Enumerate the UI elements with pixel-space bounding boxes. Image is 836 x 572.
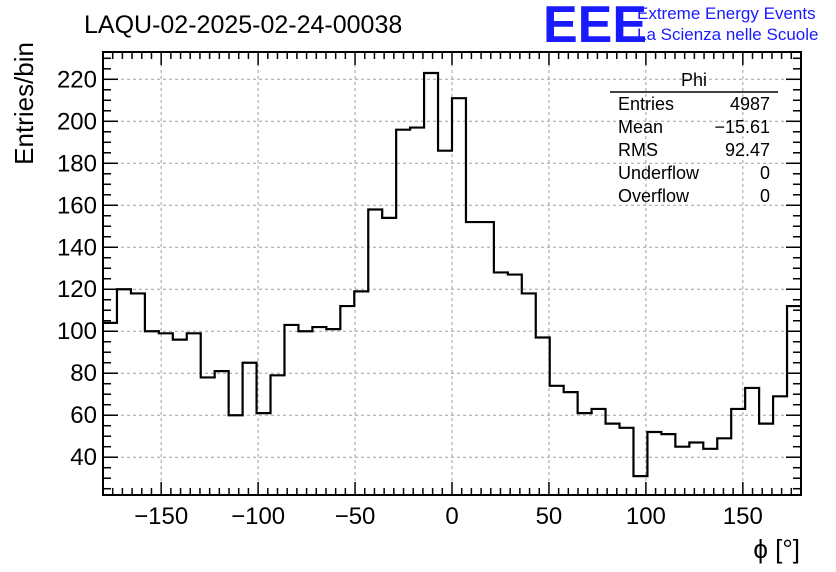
stats-value: 0	[760, 163, 770, 183]
stats-value: 92.47	[725, 140, 770, 160]
logo-mark: EEE	[543, 0, 647, 54]
y-tick-label: 40	[70, 444, 97, 471]
stats-label: Underflow	[618, 163, 700, 183]
chart-title: LAQU-02-2025-02-24-00038	[84, 11, 402, 39]
y-tick-label: 220	[57, 66, 97, 93]
x-axis-title: ϕ [°]	[753, 534, 800, 564]
stats-label: RMS	[618, 140, 658, 160]
x-tick-labels: −150 −100 −50 0 50 100 150	[134, 503, 763, 530]
y-tick-label: 180	[57, 150, 97, 177]
y-tick-label: 140	[57, 234, 97, 261]
y-tick-label: 200	[57, 108, 97, 135]
y-tick-labels: 40 60 80 100 120 140 160 180 200 220	[57, 66, 97, 471]
x-tick-label: 100	[626, 503, 666, 530]
plot-frame	[102, 51, 802, 496]
stats-value: 4987	[730, 94, 770, 114]
x-tick-label: −100	[231, 503, 285, 530]
stats-label: Mean	[618, 117, 663, 137]
stats-rows: Entries 4987 Mean −15.61 RMS 92.47 Underflow 0 O…	[618, 94, 770, 206]
x-tick-label: 150	[723, 503, 763, 530]
logo-line-1: Extreme Energy Events	[637, 4, 816, 23]
y-tick-label: 60	[70, 402, 97, 429]
stats-label: Entries	[618, 94, 674, 114]
x-tick-label: 50	[536, 503, 563, 530]
x-tick-label: 0	[445, 503, 458, 530]
stats-box: Phi Entries 4987 Mean −15.61 RMS 92.47 Underfl…	[610, 70, 778, 206]
y-axis-title: Entries/bin	[9, 42, 39, 165]
x-tick-label: −150	[134, 503, 188, 530]
axis-ticks	[103, 52, 801, 495]
y-tick-label: 100	[57, 318, 97, 345]
stats-title: Phi	[681, 70, 707, 90]
x-tick-label: −50	[335, 503, 376, 530]
eee-logo: EEE Extreme Energy Events La Scienza nel…	[543, 0, 818, 54]
y-tick-label: 160	[57, 192, 97, 219]
logo-line-2: La Scienza nelle Scuole	[637, 25, 818, 44]
stats-value: −15.61	[714, 117, 770, 137]
y-tick-label: 120	[57, 276, 97, 303]
histogram-series	[103, 71, 801, 478]
stats-value: 0	[760, 186, 770, 206]
y-tick-label: 80	[70, 360, 97, 387]
stats-label: Overflow	[618, 186, 690, 206]
